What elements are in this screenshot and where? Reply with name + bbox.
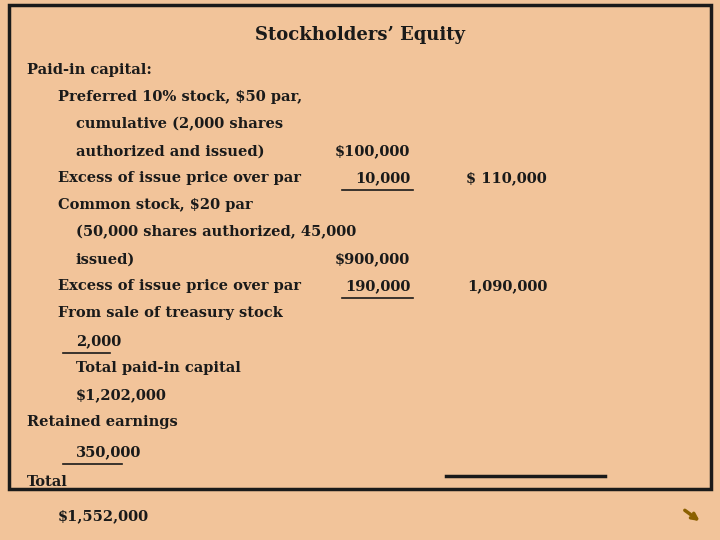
Text: issued): issued)	[76, 252, 135, 266]
Text: Excess of issue price over par: Excess of issue price over par	[58, 279, 301, 293]
Text: 10,000: 10,000	[355, 171, 410, 185]
Text: Stockholders’ Equity: Stockholders’ Equity	[255, 26, 465, 44]
Text: 1,090,000: 1,090,000	[467, 279, 547, 293]
Text: Excess of issue price over par: Excess of issue price over par	[58, 171, 301, 185]
Text: $900,000: $900,000	[335, 252, 410, 266]
Text: Paid-in capital:: Paid-in capital:	[27, 63, 152, 77]
Text: authorized and issued): authorized and issued)	[76, 144, 264, 158]
Text: 350,000: 350,000	[76, 445, 141, 459]
Text: cumulative (2,000 shares: cumulative (2,000 shares	[76, 117, 283, 131]
Text: $100,000: $100,000	[335, 144, 410, 158]
FancyBboxPatch shape	[9, 5, 711, 489]
Text: Preferred 10% stock, $50 par,: Preferred 10% stock, $50 par,	[58, 90, 302, 104]
Text: (50,000 shares authorized, 45,000: (50,000 shares authorized, 45,000	[76, 225, 356, 239]
Text: Total paid-in capital: Total paid-in capital	[76, 361, 240, 375]
Text: 2,000: 2,000	[76, 334, 121, 348]
Text: $1,552,000: $1,552,000	[58, 509, 149, 523]
Text: From sale of treasury stock: From sale of treasury stock	[58, 306, 282, 320]
Text: Common stock, $20 par: Common stock, $20 par	[58, 198, 252, 212]
Text: Total: Total	[27, 475, 68, 489]
Text: Retained earnings: Retained earnings	[27, 415, 178, 429]
Text: $ 110,000: $ 110,000	[467, 171, 547, 185]
Text: $1,202,000: $1,202,000	[76, 388, 166, 402]
Text: 190,000: 190,000	[345, 279, 410, 293]
